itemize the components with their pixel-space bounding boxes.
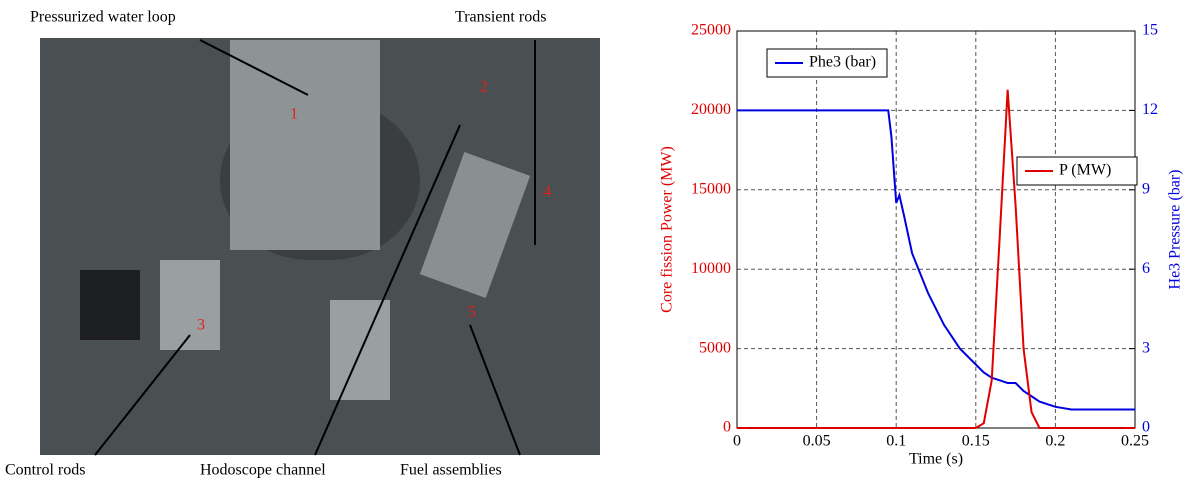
- photo-label: Pressurized water loop: [30, 9, 176, 26]
- photo-number: 5: [468, 304, 476, 321]
- photo-label: Fuel assemblies: [400, 462, 502, 479]
- y2-axis-label: He3 Pressure (bar): [1167, 170, 1184, 290]
- photo-label: Transient rods: [455, 9, 546, 26]
- legend-label: P (MW): [1059, 162, 1111, 179]
- photo-number: 3: [197, 317, 205, 334]
- series-line: [737, 89, 1135, 429]
- y-tick-label: 20000: [691, 101, 731, 118]
- x-axis-label: Time (s): [909, 451, 963, 468]
- x-tick-label: 0.15: [962, 433, 990, 450]
- photo-rod: [419, 151, 531, 299]
- y2-tick-label: 15: [1142, 22, 1158, 39]
- x-tick-label: 0.1: [886, 433, 906, 450]
- photo-number: 2: [480, 79, 488, 96]
- y-tick-label: 25000: [691, 22, 731, 39]
- y-axis-label: Core fission Power (MW): [659, 146, 676, 313]
- photo-number: 4: [543, 184, 551, 201]
- x-tick-label: 0.05: [803, 433, 831, 450]
- y-tick-label: 10000: [691, 260, 731, 277]
- x-tick-label: 0.25: [1121, 433, 1149, 450]
- y2-tick-label: 3: [1142, 339, 1150, 356]
- photo-loop: [230, 40, 380, 250]
- photo-label: Control rods: [5, 462, 85, 479]
- y2-tick-label: 6: [1142, 260, 1150, 277]
- photo: 1 2 3 4 5 Pressurized water loop Transie…: [5, 9, 600, 479]
- legend-label: Phe3 (bar): [809, 54, 876, 71]
- photo-box: [80, 270, 140, 340]
- plot-frame: [736, 30, 1136, 429]
- y2-tick-label: 12: [1142, 101, 1158, 118]
- leader-lines: [94, 39, 536, 456]
- series-line: [737, 109, 1135, 411]
- chart: 0 0.05 0.1 0.15 0.2 0.25050001000015000200002…: [659, 22, 1184, 468]
- x-tick-label: 0.2: [1045, 433, 1065, 450]
- photo-number: 1: [290, 106, 298, 123]
- y-tick-label: 15000: [691, 180, 731, 197]
- y2-tick-label: 0: [1142, 419, 1150, 436]
- photo-rod: [330, 300, 390, 400]
- y-tick-label: 0: [723, 419, 731, 436]
- photo-label: Hodoscope channel: [200, 462, 326, 479]
- y2-tick-label: 9: [1142, 180, 1150, 197]
- x-tick-label: 0: [733, 433, 741, 450]
- y-tick-label: 5000: [699, 339, 731, 356]
